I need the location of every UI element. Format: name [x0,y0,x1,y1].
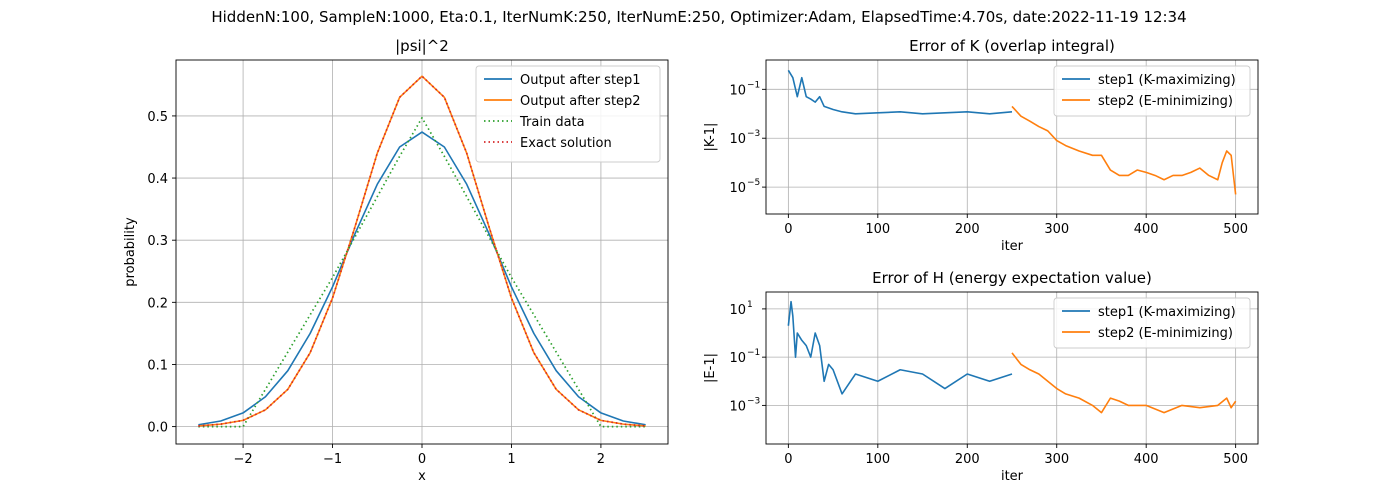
chart-errK-ylabel: |K-1| [703,123,718,152]
chart-errK-series-0-line [787,69,1013,115]
chart-errK-ytick-exponent-0: −5 [747,178,760,188]
chart-errH-xlabel: iter [1001,469,1024,484]
chart-psi-legend-label-3: Exact solution [520,136,612,151]
chart-errK-xtick-label-3: 300 [1044,222,1069,237]
figure-suptitle: HiddenN:100, SampleN:1000, Eta:0.1, Iter… [211,8,1186,26]
chart-errH-series-1-line [1011,352,1237,414]
chart-errK-plot-area [787,69,1237,195]
chart-errK-legend: step1 (K-maximizing) step2 (E-minimizing) [1053,65,1251,117]
chart-errH-legend-box [1053,297,1251,349]
chart-errH-xtick-label-0: 0 [784,452,792,467]
chart-errK-xtick-label-2: 200 [955,222,980,237]
chart-psi-series-0-line [198,131,646,426]
chart-errK-ytick-exponent-1: −3 [747,129,760,139]
chart-psi-ytick-label-2: 0.2 [147,296,168,311]
chart-errH-series-0-line [787,300,1013,395]
chart-errH-ytick-exponent-0: −3 [747,396,760,406]
chart-psi-plot-area [198,75,646,428]
chart-errH-plot-area [787,300,1237,414]
chart-errK-xtick-label-5: 500 [1223,222,1248,237]
chart-errH-ytick-label-1: 10 [729,351,746,366]
chart-errK-series-1-line [1011,105,1237,195]
chart-errH-ytick-exponent-2: 1 [747,300,753,310]
chart-psi-ytick-label-4: 0.4 [147,172,168,187]
chart-psi-xtick-label-1: −1 [323,452,342,467]
chart-psi-ytick-label-0: 0.0 [147,421,168,436]
chart-psi-xtick-label-0: −2 [234,452,253,467]
chart-errK-xtick-label-0: 0 [784,222,792,237]
chart-errH-legend: step1 (K-maximizing) step2 (E-minimizing) [1053,297,1251,349]
chart-errK-legend-box [1053,65,1251,117]
chart-errK-ytick-label-1: 10 [729,132,746,147]
chart-psi-title: |psi|^2 [395,37,449,55]
chart-psi-xtick-label-4: 2 [597,452,605,467]
chart-psi-legend: Output after step1 Output after step2 Trai… [475,65,661,163]
chart-errK-ytick-label-2: 10 [729,83,746,98]
chart-errK-xlabel: iter [1001,239,1024,254]
chart-errH-xtick-label-2: 200 [955,452,980,467]
chart-errK-ytick-exponent-2: −1 [747,80,760,90]
chart-psi-legend-label-0: Output after step1 [520,73,641,88]
chart-psi-panel: −2 −1 0 1 2 0.0 0.1 0.2 0.3 0.4 0.5 |psi|^2 x probabi… [123,37,669,484]
chart-errH-legend-label-0: step1 (K-maximizing) [1098,305,1236,320]
chart-psi-legend-label-1: Output after step2 [520,94,641,109]
chart-psi-ytick-label-3: 0.3 [147,234,168,249]
chart-errH-legend-label-1: step2 (E-minimizing) [1098,326,1233,341]
chart-errH-ytick-label-2: 10 [729,303,746,318]
chart-psi-xlabel: x [418,469,426,484]
chart-errH-frame [765,291,1259,445]
chart-psi-series-1-line [198,75,646,427]
chart-errK-frame [765,59,1259,215]
chart-psi-legend-box [475,65,661,163]
chart-errH-ylabel: |E-1| [703,353,718,383]
chart-psi-xtick-label-3: 1 [507,452,515,467]
chart-errK-xtick-label-4: 400 [1134,222,1159,237]
chart-errK-legend-label-1: step2 (E-minimizing) [1098,94,1233,109]
chart-psi-series-2-line [198,116,646,428]
chart-errH-xtick-label-3: 300 [1044,452,1069,467]
chart-psi-ytick-label-1: 0.1 [147,358,168,373]
chart-psi-xtick-label-2: 0 [418,452,426,467]
chart-errH-xtick-label-1: 100 [865,452,890,467]
chart-errH-title: Error of H (energy expectation value) [872,269,1152,287]
chart-errH-ytick-label-0: 10 [729,399,746,414]
chart-errK-title: Error of K (overlap integral) [909,37,1115,55]
chart-psi-ylabel: probability [123,217,138,287]
chart-errH-xtick-label-4: 400 [1134,452,1159,467]
chart-psi-ytick-label-5: 0.5 [147,110,168,125]
chart-errK-ytick-label-0: 10 [729,181,746,196]
chart-errH-xtick-label-5: 500 [1223,452,1248,467]
chart-errK-xtick-label-1: 100 [865,222,890,237]
chart-errH-ytick-exponent-1: −1 [747,348,760,358]
chart-psi-legend-label-2: Train data [519,115,585,130]
chart-errK-legend-label-0: step1 (K-maximizing) [1098,73,1236,88]
